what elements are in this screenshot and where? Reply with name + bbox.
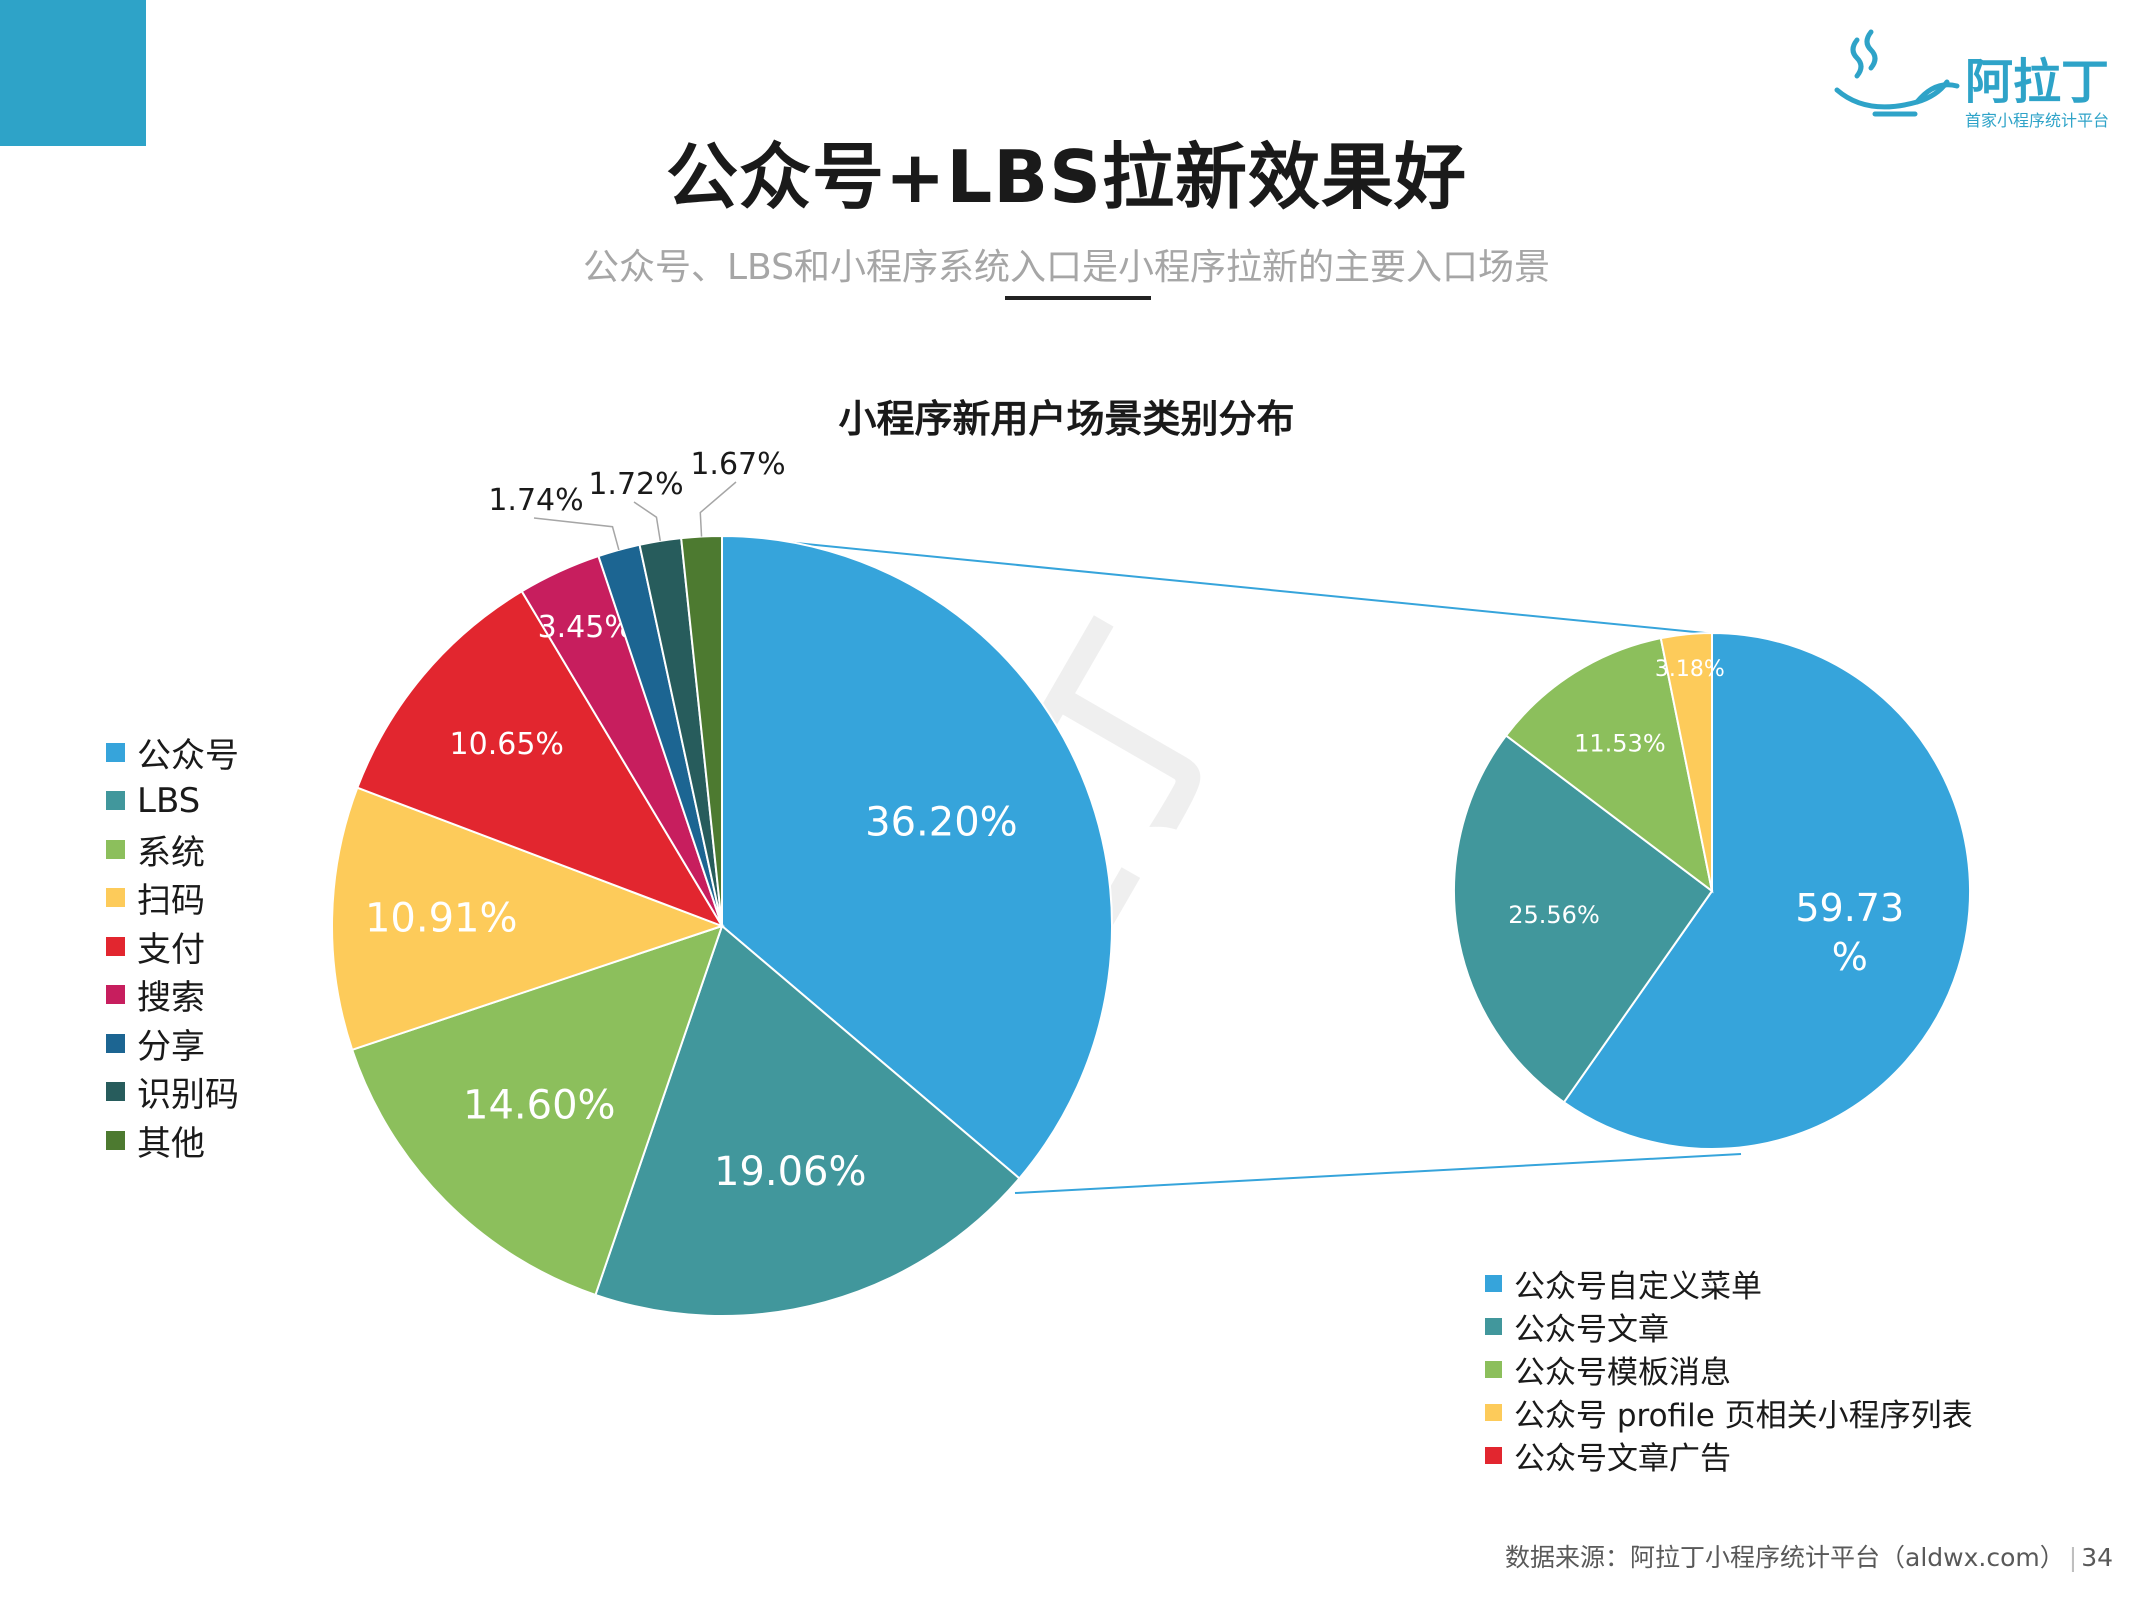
detail-slice-label-3: 11.53% xyxy=(1574,730,1666,758)
connector-line-top xyxy=(734,536,1716,635)
footer: 数据来源：阿拉丁小程序统计平台（aldwx.com） | 34 xyxy=(1505,1538,2113,1574)
main-legend-item: 识别码 xyxy=(106,1068,239,1117)
corner-accent-block xyxy=(0,0,146,146)
main-legend-label: 分享 xyxy=(137,1026,205,1067)
page-number: 34 xyxy=(2081,1543,2113,1572)
detail-legend-label: 公众号文章 xyxy=(1514,1312,1669,1348)
footer-source: 数据来源：阿拉丁小程序统计平台（aldwx.com） xyxy=(1505,1543,2065,1572)
main-legend-item: 分享 xyxy=(106,1019,239,1068)
detail-legend-item: 公众号文章广告 xyxy=(1485,1434,1973,1477)
main-legend-label: 其他 xyxy=(137,1123,205,1164)
slice-label-5: 10.65% xyxy=(450,727,564,762)
page-subtitle: 公众号、LBS和小程序系统入口是小程序拉新的主要入口场景 xyxy=(583,247,1550,288)
detail-legend-swatch xyxy=(1485,1447,1502,1464)
main-pie-legend: 公众号 LBS 系统扫码支付搜索分享识别码其他 xyxy=(106,728,239,1165)
main-legend-swatch xyxy=(106,1033,125,1053)
detail-slice-label-2: 25.56% xyxy=(1508,901,1600,929)
main-legend-item: 支付 xyxy=(106,922,239,971)
pie-slice-3 xyxy=(350,924,724,1297)
detail-legend-label: 公众号自定义菜单 xyxy=(1514,1269,1762,1305)
detail-legend-item: 公众号自定义菜单 xyxy=(1485,1262,1973,1305)
pie-slice-2 xyxy=(594,924,1021,1317)
pie-slice-4 xyxy=(331,786,725,1052)
slice-label-8: 1.72% xyxy=(588,467,683,502)
main-legend-label: 支付 xyxy=(137,929,205,970)
main-legend-label: 识别码 xyxy=(137,1075,239,1116)
aladdin-logo: 阿拉丁 首家小程序统计平台 xyxy=(1834,29,2109,130)
main-legend-swatch xyxy=(106,839,125,859)
detail-slice-2 xyxy=(1453,734,1714,1104)
main-legend-swatch xyxy=(106,1082,125,1102)
connector-line-bottom xyxy=(1014,1153,1742,1194)
main-legend-item: 公众号 xyxy=(106,728,239,777)
main-legend-swatch xyxy=(106,1130,125,1150)
main-legend-item: 其他 xyxy=(106,1116,239,1165)
detail-legend-swatch xyxy=(1485,1318,1502,1335)
pie-slice-1 xyxy=(721,534,1113,1180)
detail-pie-legend: 公众号自定义菜单 公众号文章公众号模板消息公众号 profile 页相关小程序列表… xyxy=(1485,1262,1973,1477)
slice-label-2: 19.06% xyxy=(714,1149,867,1195)
slice-label-1: 36.20% xyxy=(865,799,1018,845)
detail-slice-label-1: 59.73% xyxy=(1795,885,1904,978)
chart-title: 小程序新用户场景类别分布 xyxy=(838,397,1295,441)
leader-line-8 xyxy=(633,501,662,542)
detail-slice-4 xyxy=(1659,631,1713,892)
main-legend-swatch xyxy=(106,888,125,908)
detail-legend-swatch xyxy=(1485,1361,1502,1378)
footer-separator: | xyxy=(2068,1543,2078,1572)
page-title: 公众号+LBS拉新效果好 xyxy=(666,135,1467,219)
title-underline xyxy=(1005,296,1151,300)
detail-legend-item: 公众号文章 xyxy=(1485,1305,1973,1348)
pie-slice-5 xyxy=(356,589,725,928)
pie-slice-9 xyxy=(680,534,723,927)
detail-legend-swatch xyxy=(1485,1404,1502,1421)
detail-slice-label-4: 3.18% xyxy=(1655,657,1725,682)
detail-legend-label: 公众号文章广告 xyxy=(1514,1441,1731,1477)
detail-legend-swatch xyxy=(1485,1275,1502,1292)
main-legend-item: 扫码 xyxy=(106,874,239,923)
detail-legend-item: 公众号 profile 页相关小程序列表 xyxy=(1485,1391,1973,1434)
lamp-icon xyxy=(1834,29,1960,117)
leader-line-9 xyxy=(699,481,737,537)
detail-legend-label: 公众号模板消息 xyxy=(1514,1355,1731,1391)
main-legend-swatch xyxy=(106,742,125,762)
detail-slice-1 xyxy=(1562,631,1971,1150)
main-legend-label: 搜索 xyxy=(137,978,205,1019)
logo-tagline: 首家小程序统计平台 xyxy=(1965,111,2109,130)
main-legend-swatch xyxy=(106,791,125,811)
leader-line-7 xyxy=(533,517,620,551)
main-legend-item: LBS xyxy=(106,777,239,826)
detail-legend-item: 公众号模板消息 xyxy=(1485,1348,1973,1391)
main-legend-swatch xyxy=(106,936,125,956)
slice-label-9: 1.67% xyxy=(690,447,785,482)
main-legend-label: 公众号 xyxy=(137,735,239,776)
slice-label-7: 1.74% xyxy=(488,483,583,518)
main-legend-swatch xyxy=(106,985,125,1005)
main-legend-label: 扫码 xyxy=(137,881,205,922)
detail-slice-3 xyxy=(1504,636,1714,894)
main-legend-label: 系统 xyxy=(137,832,205,873)
slice-label-3: 14.60% xyxy=(463,1082,616,1128)
main-legend-item: 搜索 xyxy=(106,971,239,1020)
main-legend-item: 系统 xyxy=(106,825,239,874)
slice-label-6: 3.45% xyxy=(538,610,633,645)
slice-label-4: 10.91% xyxy=(365,895,518,941)
main-legend-label: LBS xyxy=(137,780,201,821)
detail-legend-label: 公众号 profile 页相关小程序列表 xyxy=(1514,1398,1973,1434)
logo-name: 阿拉丁 xyxy=(1965,54,2109,110)
